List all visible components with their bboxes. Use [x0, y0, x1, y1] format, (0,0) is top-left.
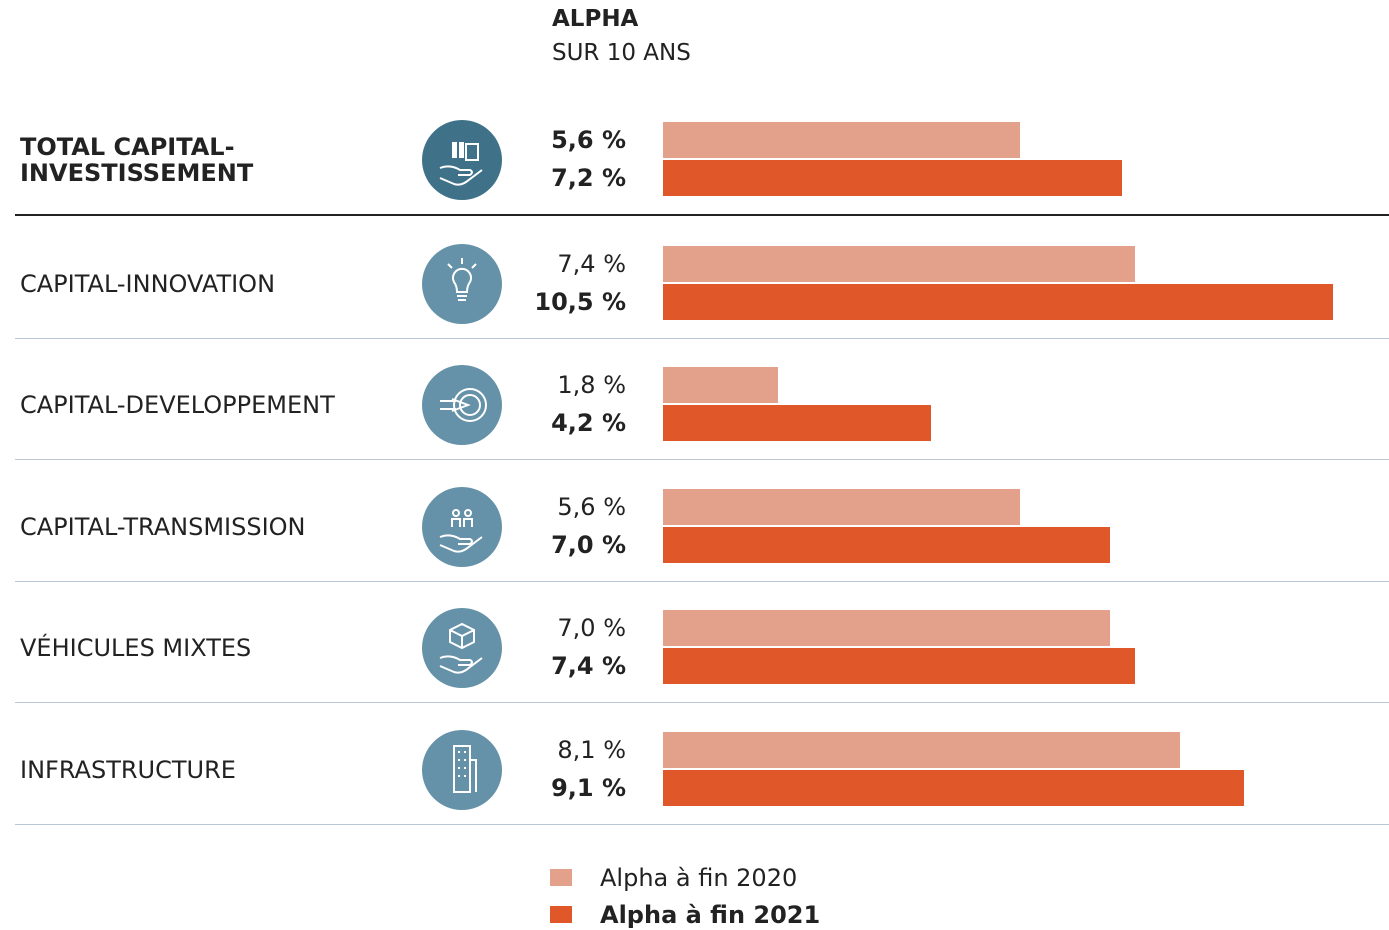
bar: [663, 284, 1333, 320]
value-label: 7,4 %: [557, 250, 626, 278]
value-label: 8,1 %: [557, 736, 626, 764]
category-icon: [422, 730, 502, 810]
category-label: INFRASTRUCTURE: [20, 756, 236, 784]
bar: [663, 405, 931, 441]
category-icon: [422, 608, 502, 688]
separator: [15, 581, 1389, 582]
category-icon: [422, 487, 502, 567]
bar: [663, 648, 1136, 684]
bar: [663, 489, 1021, 525]
bar: [663, 527, 1110, 563]
value-label: 1,8 %: [557, 371, 626, 399]
bar: [663, 246, 1136, 282]
value-label: 4,2 %: [551, 409, 626, 437]
category-icon: [422, 365, 502, 445]
separator: [15, 702, 1389, 703]
value-label: 7,2 %: [551, 164, 626, 192]
bar: [663, 610, 1110, 646]
category-icon: [422, 120, 502, 200]
chart-title: ALPHA: [552, 6, 639, 32]
category-icon: [422, 244, 502, 324]
bar: [663, 770, 1244, 806]
separator: [15, 824, 1389, 825]
value-label: 9,1 %: [551, 774, 626, 802]
legend-label: Alpha à fin 2020: [600, 864, 798, 892]
category-label: CAPITAL-INNOVATION: [20, 270, 276, 298]
bar: [663, 160, 1123, 196]
value-label: 5,6 %: [557, 493, 626, 521]
bar: [663, 367, 778, 403]
separator: [15, 459, 1389, 460]
bar: [663, 122, 1021, 158]
value-label: 7,0 %: [557, 614, 626, 642]
category-label: CAPITAL-DEVELOPPEMENT: [20, 391, 335, 419]
bar: [663, 732, 1180, 768]
chart-subtitle: SUR 10 ANS: [552, 40, 691, 66]
value-label: 7,0 %: [551, 531, 626, 559]
separator: [15, 338, 1389, 339]
category-label: TOTAL CAPITAL-INVESTISSEMENT: [20, 133, 254, 187]
value-label: 10,5 %: [534, 288, 626, 316]
legend-swatch: [550, 869, 572, 886]
value-label: 7,4 %: [551, 652, 626, 680]
category-label: CAPITAL-TRANSMISSION: [20, 513, 306, 541]
legend-swatch: [550, 906, 572, 923]
separator: [15, 214, 1389, 216]
category-label: VÉHICULES MIXTES: [20, 634, 252, 662]
value-label: 5,6 %: [551, 126, 626, 154]
legend-label: Alpha à fin 2021: [600, 901, 821, 929]
